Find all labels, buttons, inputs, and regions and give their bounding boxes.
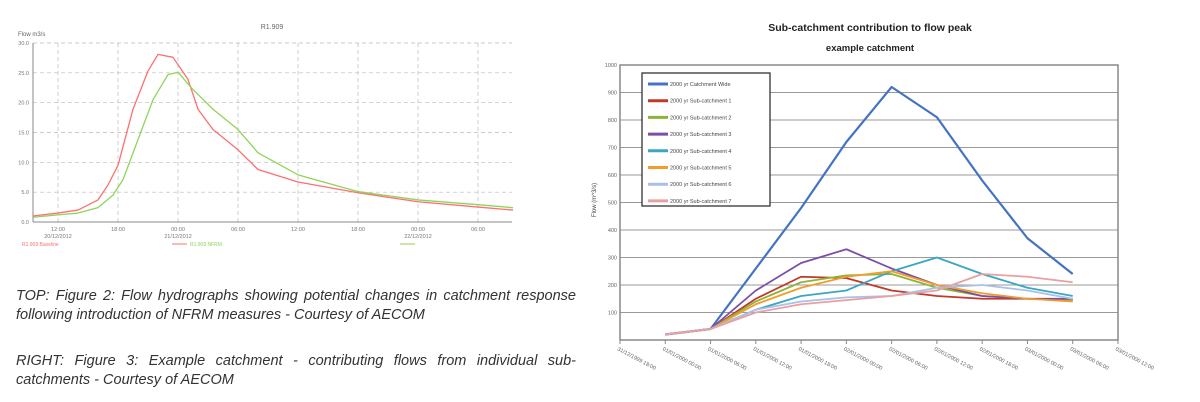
x-tick-label: 01/01/2000 00:00 (661, 346, 702, 371)
series-line-2 (665, 275, 1073, 336)
x-tick-label: 00:00 (411, 227, 425, 233)
x-tick-label: 02/01/2000 06:00 (888, 346, 929, 371)
x-tick-label: 01/01/2000 12:00 (752, 346, 793, 371)
series-line-1 (665, 85, 1074, 336)
x-tick-label: 12:00 (51, 227, 65, 233)
y-tick-label: 15.0 (18, 131, 29, 137)
y-tick-label: 0.0 (21, 220, 29, 226)
x-tick-date: 21/12/2012 (164, 234, 192, 240)
y-tick-label: 10.0 (18, 160, 29, 166)
legend-entry: 2000 yr Sub-catchment 4 (670, 149, 731, 155)
series-line-8 (665, 273, 1073, 336)
y-tick-label: 30.0 (18, 41, 29, 47)
y-tick-label: 20.0 (18, 101, 29, 107)
series-line-4 (665, 248, 1073, 336)
x-tick-label: 02/01/2000 00:00 (842, 346, 883, 371)
x-tick-date: 20/12/2012 (44, 234, 72, 240)
x-tick-label: 00:00 (171, 227, 185, 233)
legend-entry: 2000 yr Sub-catchment 6 (670, 182, 731, 188)
x-tick-date: 22/12/2012 (404, 234, 432, 240)
series-line-6 (665, 270, 1073, 336)
series-line-7 (665, 284, 1073, 336)
legend-entry: 2000 yr Sub-catchment 2 (670, 115, 731, 121)
x-tick-label: 18:00 (351, 227, 365, 233)
y-tick-label: 800 (608, 118, 617, 124)
y-tick-label: 700 (608, 146, 617, 152)
x-tick-label: 03/01/2000 00:00 (1024, 346, 1065, 371)
y-tick-label: 1000 (605, 63, 617, 69)
legend-entry: R1.909 NFRM (190, 242, 222, 248)
x-tick-label: 06:00 (231, 227, 245, 233)
x-tick-label: 02/01/2000 12:00 (933, 346, 974, 371)
x-tick-label: 06:00 (471, 227, 485, 233)
caption-figure-2: TOP: Figure 2: Flow hydrographs showing … (16, 288, 576, 323)
series-line-2 (32, 71, 514, 218)
x-tick-label: 03/01/2000 12:00 (1114, 346, 1155, 371)
x-tick-label: 31/12/1999 18:00 (616, 346, 657, 371)
chart-title: R1.909 (261, 24, 284, 31)
y-tick-label: 5.0 (21, 190, 29, 196)
plot-area (619, 64, 1119, 341)
x-tick-label: 18:00 (111, 227, 125, 233)
x-tick-label: 01/01/2000 06:00 (707, 346, 748, 371)
y-axis-label: Flow (m^3/s) (592, 183, 598, 217)
x-tick-label: 03/01/2000 06:00 (1069, 346, 1110, 371)
legend-entry: R1.909 Baseline (22, 242, 59, 248)
chart-title: Sub-catchment contribution to flow peak (768, 22, 972, 34)
x-tick-label: 02/01/2000 18:00 (978, 346, 1019, 371)
legend-entry: 2000 yr Sub-catchment 5 (670, 166, 731, 172)
caption-figure-3: RIGHT: Figure 3: Example catchment - con… (16, 353, 576, 388)
legend-entry: 2000 yr Sub-catchment 7 (670, 199, 731, 205)
legend-entry: 2000 yr Sub-catchment 1 (670, 99, 731, 105)
y-tick-label: 100 (608, 311, 617, 317)
x-tick-label: 01/01/2000 18:00 (797, 346, 838, 371)
y-tick-label: 500 (608, 201, 617, 207)
y-tick-label: 600 (608, 173, 617, 179)
y-tick-label: 300 (608, 256, 617, 262)
legend-entry: 2000 yr Catchment Wide (670, 82, 731, 88)
y-axis-label: Flow m3/s (18, 32, 45, 38)
chart-subtitle: example catchment (826, 43, 915, 54)
y-tick-label: 200 (608, 283, 617, 289)
y-tick-label: 25.0 (18, 71, 29, 77)
x-tick-label: 12:00 (291, 227, 305, 233)
y-tick-label: 900 (608, 91, 617, 97)
legend-entry: 2000 yr Sub-catchment 3 (670, 132, 731, 138)
series-line-1 (32, 53, 514, 217)
y-tick-label: 400 (608, 228, 617, 234)
